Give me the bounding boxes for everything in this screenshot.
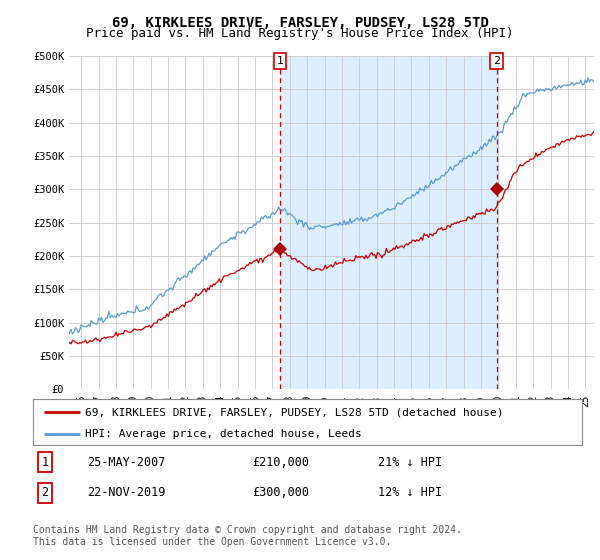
Text: 25-MAY-2007: 25-MAY-2007	[87, 455, 166, 469]
Text: 69, KIRKLEES DRIVE, FARSLEY, PUDSEY, LS28 5TD (detached house): 69, KIRKLEES DRIVE, FARSLEY, PUDSEY, LS2…	[85, 407, 503, 417]
Text: Price paid vs. HM Land Registry's House Price Index (HPI): Price paid vs. HM Land Registry's House …	[86, 27, 514, 40]
Text: 12% ↓ HPI: 12% ↓ HPI	[378, 486, 442, 500]
Text: 22-NOV-2019: 22-NOV-2019	[87, 486, 166, 500]
Text: HPI: Average price, detached house, Leeds: HPI: Average price, detached house, Leed…	[85, 429, 362, 438]
Text: 21% ↓ HPI: 21% ↓ HPI	[378, 455, 442, 469]
Text: £300,000: £300,000	[252, 486, 309, 500]
Bar	[280, 56, 497, 389]
Text: 2: 2	[493, 56, 500, 66]
Text: 69, KIRKLEES DRIVE, FARSLEY, PUDSEY, LS28 5TD: 69, KIRKLEES DRIVE, FARSLEY, PUDSEY, LS2…	[112, 16, 488, 30]
Text: £210,000: £210,000	[252, 455, 309, 469]
Text: 2: 2	[41, 486, 49, 500]
Text: 1: 1	[41, 455, 49, 469]
Text: Contains HM Land Registry data © Crown copyright and database right 2024.
This d: Contains HM Land Registry data © Crown c…	[33, 525, 462, 547]
Text: 1: 1	[277, 56, 284, 66]
